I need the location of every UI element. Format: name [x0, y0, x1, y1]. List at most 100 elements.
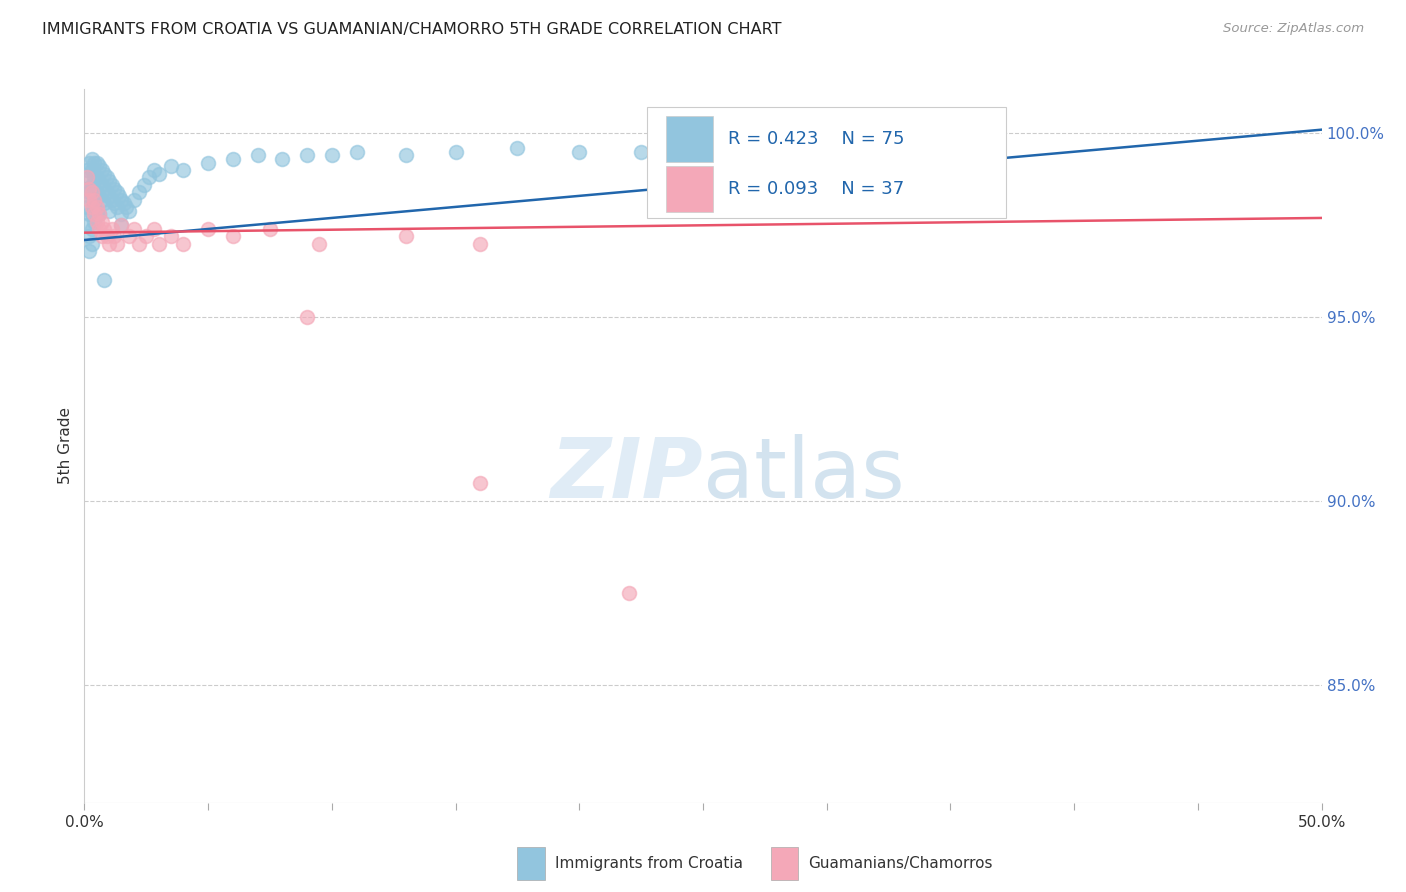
Point [80, 222, 103, 236]
Point [395, 148, 418, 162]
Point [148, 167, 170, 181]
Point [90, 214, 112, 228]
Point [197, 155, 219, 169]
Point [506, 141, 529, 155]
Point [160, 229, 183, 244]
Point [222, 152, 245, 166]
Point [110, 219, 132, 233]
Point [110, 193, 132, 207]
Point [128, 185, 150, 199]
Point [148, 236, 170, 251]
Point [100, 222, 122, 236]
FancyBboxPatch shape [647, 107, 1007, 218]
Point [246, 148, 269, 162]
Point [80, 178, 103, 192]
Point [76, 181, 98, 195]
Point [470, 236, 492, 251]
Point [112, 196, 135, 211]
Point [135, 229, 157, 244]
Point [110, 219, 132, 233]
Point [308, 236, 330, 251]
Text: Source: ZipAtlas.com: Source: ZipAtlas.com [1223, 22, 1364, 36]
Point [259, 222, 281, 236]
Point [98, 189, 121, 203]
Point [89, 207, 111, 221]
Point [103, 229, 125, 244]
Point [444, 145, 467, 159]
Point [138, 170, 160, 185]
Point [89, 222, 111, 236]
Point [90, 229, 112, 244]
Point [86, 214, 108, 228]
Point [122, 222, 145, 236]
Point [86, 155, 108, 169]
Point [96, 185, 118, 199]
Text: Guamanians/Chamorros: Guamanians/Chamorros [808, 856, 993, 871]
Point [142, 222, 165, 236]
Point [93, 196, 115, 211]
Point [108, 189, 131, 203]
Point [395, 229, 418, 244]
Point [80, 163, 103, 178]
Point [86, 170, 108, 185]
Point [90, 163, 112, 178]
Point [83, 200, 105, 214]
Point [321, 148, 343, 162]
Point [346, 145, 368, 159]
FancyBboxPatch shape [770, 847, 799, 880]
Point [96, 170, 118, 185]
Point [118, 229, 141, 244]
Point [118, 203, 141, 218]
Point [222, 229, 245, 244]
Point [83, 155, 105, 169]
Point [79, 244, 101, 258]
Point [98, 174, 121, 188]
Point [271, 152, 294, 166]
Point [103, 196, 125, 211]
Point [93, 167, 115, 181]
Point [86, 207, 108, 221]
Point [172, 163, 194, 178]
Point [76, 219, 98, 233]
Point [86, 200, 108, 214]
FancyBboxPatch shape [666, 166, 713, 212]
Point [617, 586, 640, 600]
Point [83, 207, 105, 221]
Point [160, 160, 183, 174]
Point [470, 475, 492, 490]
Point [80, 152, 103, 166]
Point [83, 185, 105, 199]
Point [80, 207, 103, 221]
Point [79, 155, 101, 169]
Point [128, 236, 150, 251]
Point [80, 236, 103, 251]
Point [83, 193, 105, 207]
Point [105, 236, 128, 251]
Point [132, 178, 155, 192]
Point [89, 174, 111, 188]
Point [90, 193, 112, 207]
Text: ZIP: ZIP [550, 434, 703, 515]
Point [110, 207, 132, 221]
Point [105, 200, 128, 214]
Y-axis label: 5th Grade: 5th Grade [58, 408, 73, 484]
Point [83, 214, 105, 228]
FancyBboxPatch shape [517, 847, 544, 880]
Text: R = 0.093    N = 37: R = 0.093 N = 37 [728, 180, 904, 198]
Point [79, 185, 101, 199]
Point [80, 200, 103, 214]
Point [295, 310, 318, 325]
Point [100, 193, 122, 207]
Point [142, 163, 165, 178]
Point [79, 229, 101, 244]
Point [79, 181, 101, 195]
Point [79, 193, 101, 207]
Point [98, 236, 121, 251]
Point [115, 200, 138, 214]
Point [80, 185, 103, 199]
Point [80, 193, 103, 207]
Point [90, 178, 112, 192]
Point [86, 185, 108, 199]
Point [79, 207, 101, 221]
Point [89, 207, 111, 221]
